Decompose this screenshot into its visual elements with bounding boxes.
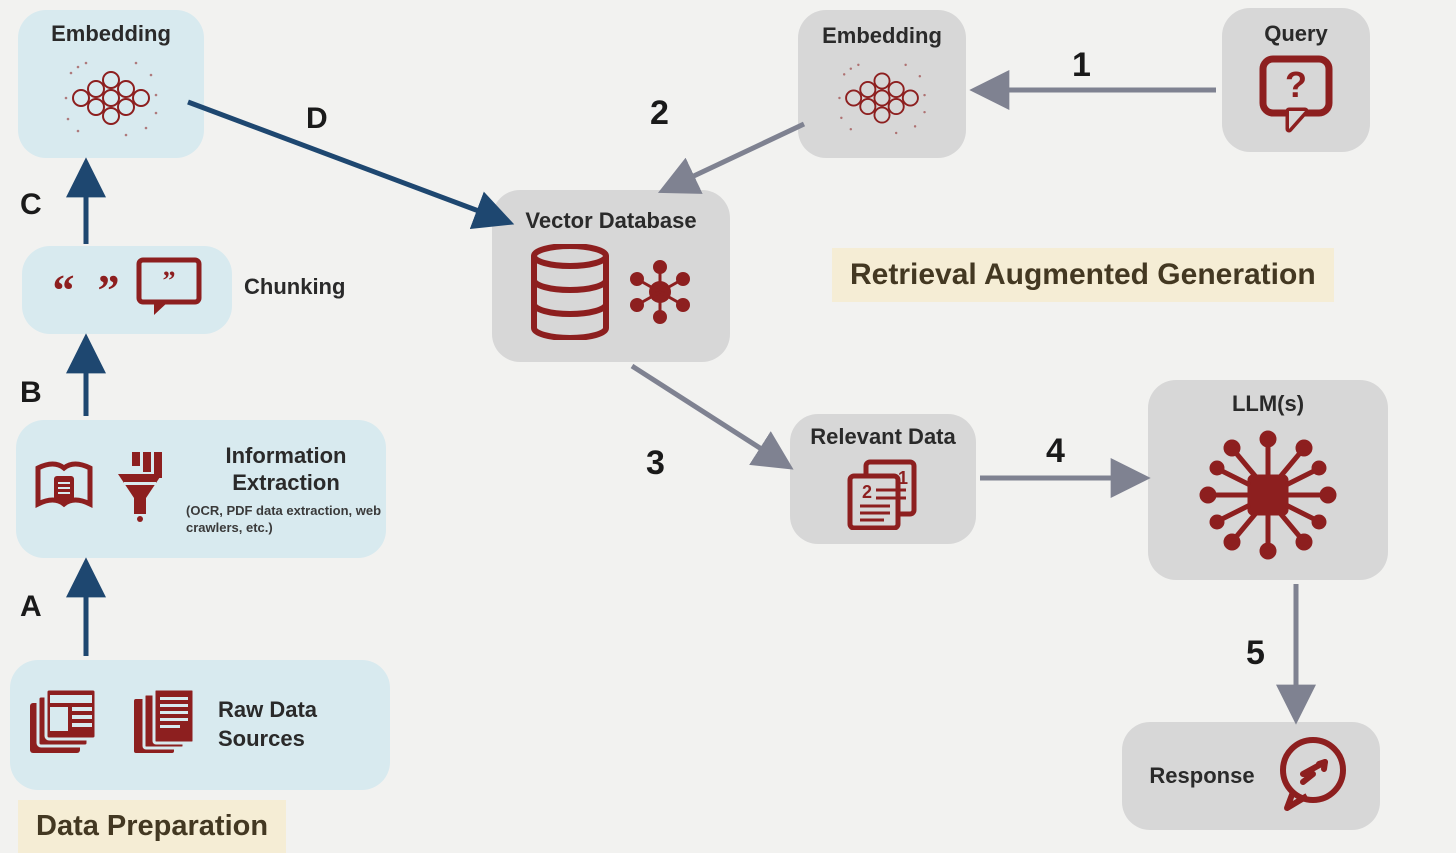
edge-label-2: 2 — [650, 94, 669, 133]
node-vdb-label: Vector Database — [525, 208, 696, 234]
svg-text:1: 1 — [898, 468, 908, 488]
svg-text:2: 2 — [862, 482, 872, 502]
node-extract-label: Information Extraction — [186, 442, 386, 497]
node-relevant-data: Relevant Data 1 2 — [790, 414, 976, 544]
vector-cluster-icon — [625, 257, 695, 332]
svg-text:”: ” — [162, 266, 175, 295]
node-vector-database: Vector Database — [492, 190, 730, 362]
node-raw-data-sources: Raw Data Sources — [10, 660, 390, 790]
embedding-network-icon — [830, 55, 934, 146]
question-bubble-icon: ? — [1255, 53, 1337, 140]
node-llm-label: LLM(s) — [1232, 391, 1304, 417]
ranked-docs-icon: 1 2 — [840, 458, 926, 535]
node-response: Response — [1122, 722, 1380, 830]
node-embedding-left: Embedding — [18, 10, 204, 158]
documents-icon — [30, 689, 120, 761]
node-chunking-label: Chunking — [244, 274, 345, 300]
svg-text:?: ? — [1285, 64, 1307, 105]
edge-label-3: 3 — [646, 444, 665, 483]
node-relevant-label: Relevant Data — [810, 424, 956, 450]
section-rag: Retrieval Augmented Generation — [832, 248, 1334, 302]
ocr-book-icon — [34, 460, 94, 519]
section-data-prep: Data Preparation — [18, 800, 286, 853]
node-raw-label: Raw Data Sources — [218, 696, 390, 753]
edge-label-1: 1 — [1072, 46, 1091, 85]
node-query: Query ? — [1222, 8, 1370, 152]
node-embedding-right: Embedding — [798, 10, 966, 158]
node-extract-subtitle: (OCR, PDF data extraction, web crawlers,… — [186, 503, 386, 537]
node-response-label: Response — [1149, 763, 1254, 789]
node-llm: LLM(s) — [1148, 380, 1388, 580]
node-embedding-right-label: Embedding — [822, 23, 942, 49]
files-icon — [134, 689, 204, 761]
speech-quote-icon: ” — [136, 257, 202, 324]
reply-bubble-icon — [1273, 734, 1353, 819]
chip-circuit-icon — [1188, 425, 1348, 570]
edge-label-A: A — [20, 590, 42, 624]
database-icon — [527, 244, 613, 345]
node-information-extraction: Information Extraction (OCR, PDF data ex… — [16, 420, 386, 558]
edge-label-C: C — [20, 188, 42, 222]
quotes-icon: “ ” — [53, 265, 126, 316]
edge-label-5: 5 — [1246, 634, 1265, 673]
funnel-chart-icon — [110, 452, 170, 527]
edge-label-D: D — [306, 102, 328, 136]
edge-label-B: B — [20, 376, 42, 410]
embedding-network-icon — [56, 53, 166, 148]
node-query-label: Query — [1264, 21, 1328, 47]
node-chunking: “ ” ” — [22, 246, 232, 334]
edge-label-4: 4 — [1046, 432, 1065, 471]
node-embedding-left-label: Embedding — [51, 21, 171, 47]
